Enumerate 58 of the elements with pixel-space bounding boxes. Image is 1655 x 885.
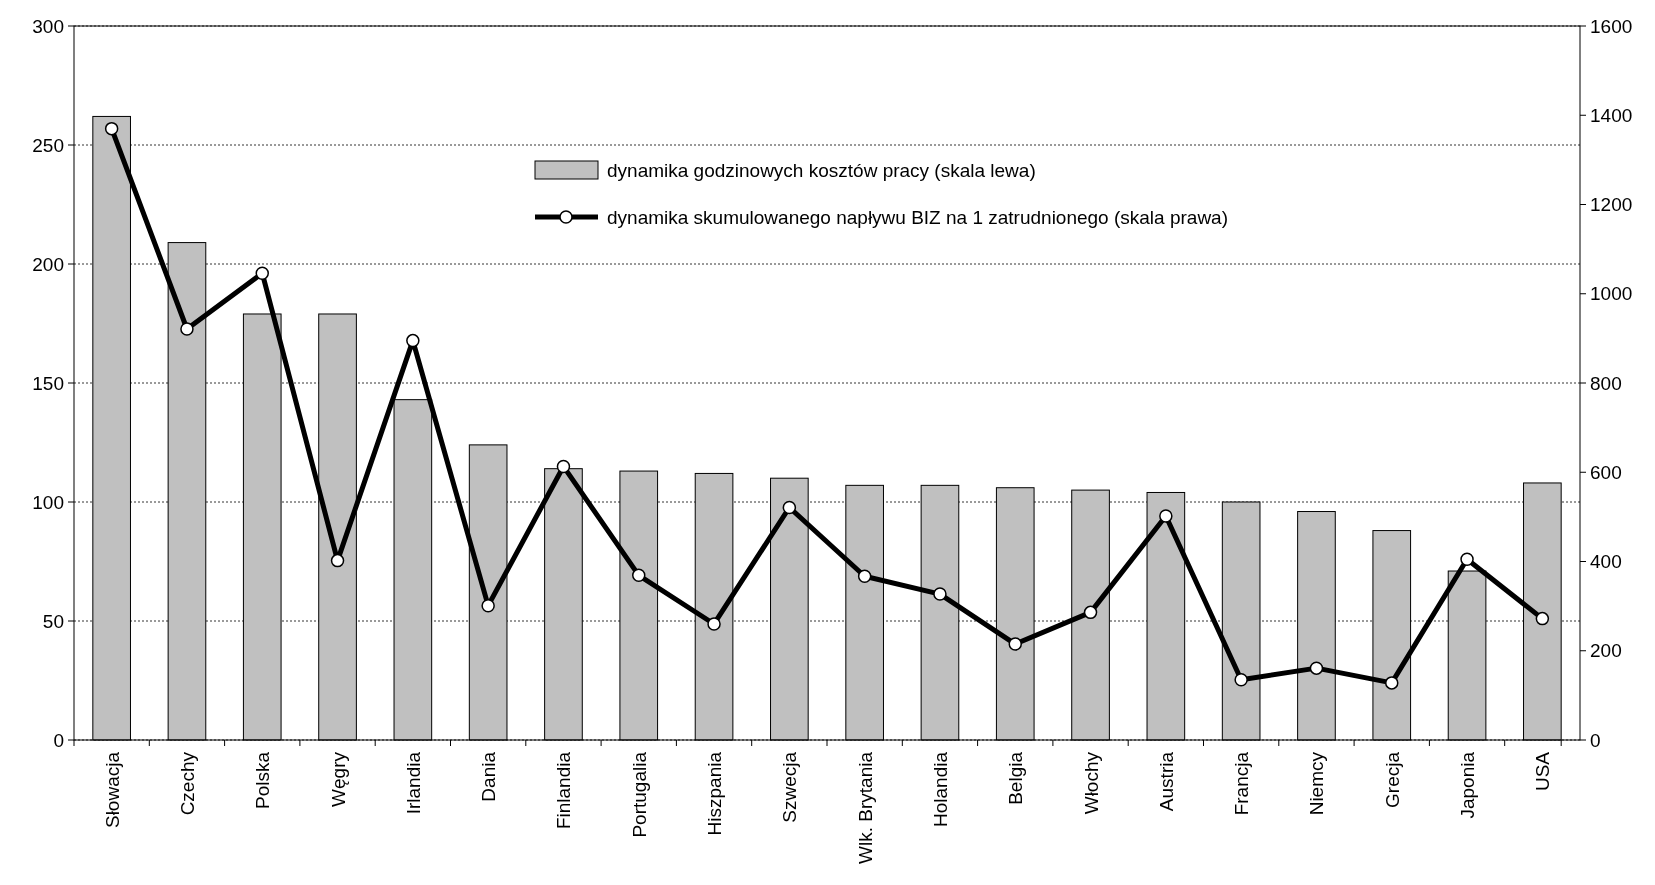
x-tick-label: Finlandia [553, 751, 575, 830]
x-tick-label: Grecja [1381, 751, 1403, 808]
point [782, 500, 797, 515]
point [556, 459, 571, 474]
point [330, 553, 345, 568]
y2-tick-label: 1000 [1590, 283, 1633, 305]
y-tick-label: 200 [32, 253, 64, 275]
y2-tick-label: 400 [1590, 551, 1622, 573]
x-tick-label: Hiszpania [704, 751, 726, 836]
point [1083, 605, 1098, 620]
y-tick-label: 0 [53, 729, 64, 751]
x-tick-label: Japonia [1457, 751, 1479, 819]
y2-tick-label: 0 [1590, 729, 1601, 751]
legend-label: dynamika godzinowych kosztów pracy (skala lewa) [607, 159, 1036, 181]
x-tick-label: Wlk. Brytania [854, 751, 876, 864]
y2-tick-label: 600 [1590, 461, 1622, 483]
x-tick-label: Austria [1155, 751, 1177, 812]
x-tick-label: Włochy [1080, 751, 1102, 815]
point [1008, 637, 1022, 651]
point [104, 121, 119, 136]
point [180, 322, 194, 336]
x-tick-label: Czechy [176, 751, 198, 816]
y2-tick-label: 800 [1590, 372, 1622, 394]
point [1309, 661, 1324, 675]
x-tick-label: Holandia [929, 751, 951, 827]
x-tick-label: Niemcy [1306, 751, 1328, 816]
y-tick-label: 50 [42, 610, 64, 632]
point [1535, 611, 1550, 626]
legend-label: dynamika skumulowanego napływu BIZ na 1 zatrudnionego (skala prawa) [607, 206, 1229, 228]
x-tick-label: Węgry [327, 751, 349, 807]
y-tick-label: 150 [32, 372, 64, 394]
x-tick-label: Dania [478, 751, 500, 802]
y2-tick-label: 1600 [1590, 15, 1633, 37]
point [1234, 673, 1248, 687]
x-tick-label: Irlandia [402, 751, 424, 815]
x-tick-label: Portugalia [628, 751, 650, 838]
y-tick-label: 100 [32, 491, 64, 513]
x-tick-label: Belgia [1005, 751, 1027, 805]
x-tick-label: Szwecja [779, 751, 801, 823]
y-tick-label: 250 [32, 134, 64, 156]
point [255, 266, 269, 280]
point [406, 333, 420, 348]
x-tick-label: Słowacja [101, 751, 123, 829]
y2-tick-label: 1200 [1590, 194, 1633, 216]
point [1159, 509, 1173, 523]
point [857, 569, 872, 583]
y-tick-label: 300 [32, 15, 64, 37]
point [1460, 552, 1474, 567]
y2-tick-label: 1400 [1590, 104, 1633, 126]
point [632, 568, 646, 583]
point [933, 587, 947, 601]
x-tick-label: Polska [252, 751, 274, 810]
point [1385, 676, 1399, 690]
point [707, 617, 721, 631]
x-tick-label: USA [1532, 751, 1554, 792]
x-tick-label: Francja [1231, 751, 1253, 816]
point [481, 598, 495, 613]
y2-tick-label: 200 [1590, 640, 1622, 662]
